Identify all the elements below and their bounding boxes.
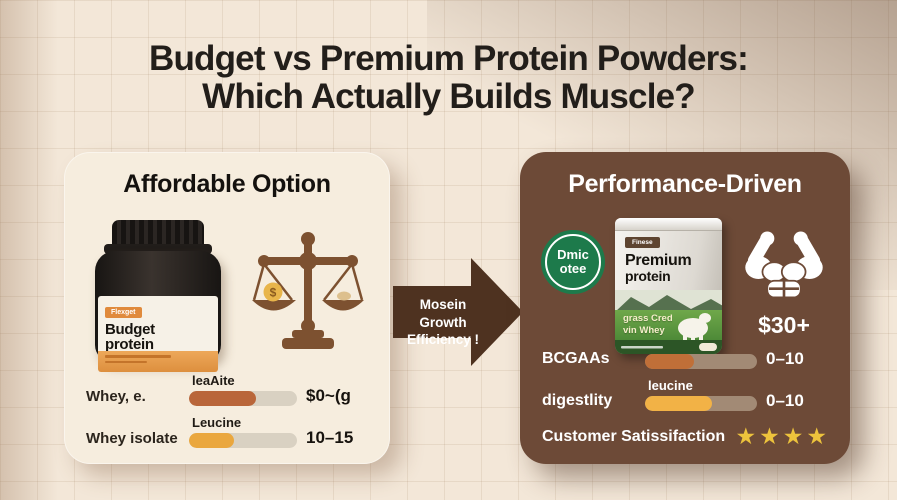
metric-label: BCGAAs (542, 350, 610, 367)
metric-label: digestlity (542, 392, 613, 409)
jar-orange-band (98, 351, 218, 372)
metric-row: Whey isolate Leucine 10–15 (86, 415, 370, 448)
organic-badge-icon: Dmic otee (541, 230, 605, 294)
bag-product-name: Premium protein (625, 252, 692, 284)
jar-label: Flexget Budget protein (98, 296, 218, 372)
premium-panel: Performance-Driven Dmic otee Finese Prem… (520, 152, 850, 464)
page-title: Budget vs Premium Protein Powders: Which… (0, 40, 897, 116)
metric-value: 0–10 (766, 391, 804, 410)
metric-bar-label: leaAite (192, 373, 235, 388)
bag-landscape-art (615, 290, 722, 354)
balance-scale-icon: $ (252, 232, 364, 349)
budget-panel: Affordable Option Flexget Budget protein (64, 152, 390, 464)
satisfaction-label: Customer Satissifaction (542, 427, 726, 445)
metric-value: $0~(g (306, 386, 351, 405)
right-arrow-icon (393, 258, 523, 366)
metric-value: 0–10 (766, 349, 804, 368)
jar-lid (112, 220, 204, 246)
background-shadow-left (0, 0, 58, 500)
metric-value: 10–15 (306, 428, 354, 447)
premium-protein-bag-image: Finese Premium protein (615, 218, 722, 354)
premium-panel-title: Performance-Driven (568, 170, 802, 198)
page-title-line2: Which Actually Builds Muscle? (202, 76, 696, 116)
budget-metrics: Whey, e. leaAite $0~(g Whey isolate Leuc… (86, 364, 370, 448)
budget-protein-jar-image: Flexget Budget protein (95, 220, 221, 372)
bag-top-seal (615, 218, 722, 231)
budget-panel-title: Affordable Option (123, 170, 331, 198)
comparison-arrow: Mosein Growth Efficiency ! (393, 256, 523, 368)
metric-row: digestlity leucine 0–10 (542, 378, 830, 411)
cow-icon (678, 313, 711, 344)
metric-label: Whey, e. (86, 388, 146, 405)
jar-badge: Flexget (105, 307, 142, 318)
metric-row: BCGAAs 0–10 (542, 349, 830, 369)
jar-product-name: Budget protein (105, 321, 155, 354)
metric-bar: leaAite (189, 373, 297, 406)
flexed-muscles-icon (745, 231, 823, 299)
jar-body: Flexget Budget protein (95, 251, 221, 372)
metric-bar (645, 354, 757, 369)
metric-bar: Leucine (189, 415, 297, 448)
dollar-coin-icon (263, 282, 283, 302)
metric-label: Whey isolate (86, 430, 178, 447)
metric-bar-label: Leucine (192, 415, 242, 430)
arrow-caption: Mosein Growth Efficiency ! (406, 297, 480, 348)
star-rating-icon: ★★★★ (735, 423, 830, 449)
svg-text:$: $ (270, 286, 277, 300)
page-title-line1: Budget vs Premium Protein Powders: (148, 39, 749, 78)
premium-price: $30+ (758, 312, 810, 338)
metric-row: Whey, e. leaAite $0~(g (86, 373, 370, 406)
bag-description: grass Cred vin Whey (623, 313, 673, 336)
metric-bar-label: leucine (648, 378, 693, 393)
jar-neck (104, 244, 212, 254)
satisfaction-row: Customer Satissifaction ★★★★ (542, 425, 830, 448)
premium-metrics: BCGAAs 0–10 digestlity leucine 0–10 Cust… (542, 340, 830, 448)
metric-bar: leucine (645, 378, 757, 411)
bag-brand-tag: Finese (625, 237, 660, 248)
